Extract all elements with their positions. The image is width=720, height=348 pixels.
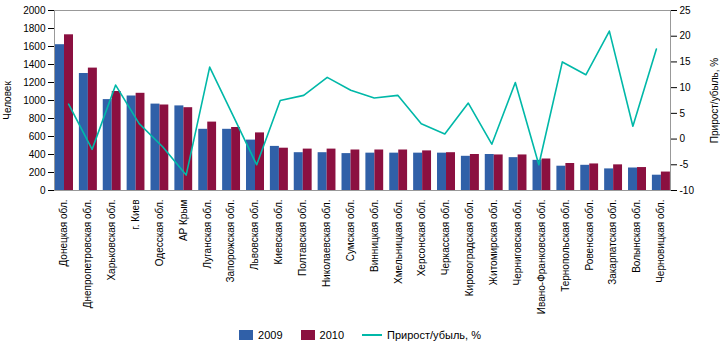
svg-text:Херсонская обл.: Херсонская обл.	[416, 200, 427, 277]
svg-text:2000: 2000	[23, 5, 46, 16]
html-text:Прирост/убыль, %: Прирост/убыль, %	[387, 329, 481, 341]
svg-text:0: 0	[40, 185, 46, 196]
svg-text:-10: -10	[680, 185, 695, 196]
svg-text:400: 400	[29, 149, 46, 160]
svg-text:15: 15	[680, 56, 692, 67]
svg-text:Луганская обл.: Луганская обл.	[202, 200, 213, 269]
svg-text:Кировоградская обл.: Кировоградская обл.	[464, 200, 475, 297]
svg-text:Житомирская обл.: Житомирская обл.	[488, 200, 499, 286]
svg-text:Запорожская обл.: Запорожская обл.	[225, 200, 236, 283]
svg-text:Донецкая обл.: Донецкая обл.	[58, 200, 69, 267]
svg-text:Ивано-Франковская обл.: Ивано-Франковская обл.	[536, 200, 547, 315]
html-text:2010: 2010	[319, 329, 344, 341]
svg-text:Сумская обл.: Сумская обл.	[345, 200, 356, 262]
svg-text:Николаевская обл.: Николаевская обл.	[321, 200, 332, 288]
svg-text:Хмельницкая обл.: Хмельницкая обл.	[393, 200, 404, 284]
html-text:2009: 2009	[258, 329, 283, 341]
svg-text:Закарпатская обл.: Закарпатская обл.	[607, 200, 618, 285]
svg-text:20: 20	[680, 30, 692, 41]
svg-text:Ровенская обл.: Ровенская обл.	[584, 200, 595, 271]
svg-text:Днепропетровская обл.: Днепропетровская обл.	[82, 200, 93, 309]
svg-text:1600: 1600	[23, 41, 46, 52]
svg-text:800: 800	[29, 113, 46, 124]
svg-text:1800: 1800	[23, 23, 46, 34]
svg-text:Одесская обл.: Одесская обл.	[154, 200, 165, 267]
svg-text:10: 10	[680, 82, 692, 93]
svg-text:Прирост/убыль, %: Прирост/убыль, %	[709, 58, 720, 143]
svg-text:Тернопольская обл.: Тернопольская обл.	[560, 200, 571, 292]
svg-text:25: 25	[680, 5, 692, 16]
svg-text:АР Крым: АР Крым	[178, 199, 189, 241]
svg-text:Человек: Человек	[2, 81, 13, 120]
svg-text:Киевская обл.: Киевская обл.	[273, 200, 284, 265]
svg-text:1000: 1000	[23, 95, 46, 106]
svg-text:0: 0	[680, 133, 686, 144]
svg-text:Волынская обл.: Волынская обл.	[631, 200, 642, 273]
svg-text:Винницкая обл.: Винницкая обл.	[369, 200, 380, 272]
svg-text:1400: 1400	[23, 59, 46, 70]
svg-text:5: 5	[680, 108, 686, 119]
svg-text:г. Киев: г. Киев	[130, 200, 141, 230]
svg-text:Харьковская обл.: Харьковская обл.	[106, 200, 117, 281]
svg-text:Черниговская обл.: Черниговская обл.	[512, 200, 523, 286]
svg-text:Черкасская обл.: Черкасская обл.	[440, 200, 451, 276]
svg-text:200: 200	[29, 167, 46, 178]
svg-text:1200: 1200	[23, 77, 46, 88]
svg-text:600: 600	[29, 131, 46, 142]
svg-text:Полтавская обл.: Полтавская обл.	[297, 200, 308, 276]
svg-text:-5: -5	[680, 159, 689, 170]
svg-text:Львовская обл.: Львовская обл.	[249, 200, 260, 271]
svg-text:Черновицкая обл.: Черновицкая обл.	[655, 200, 666, 283]
